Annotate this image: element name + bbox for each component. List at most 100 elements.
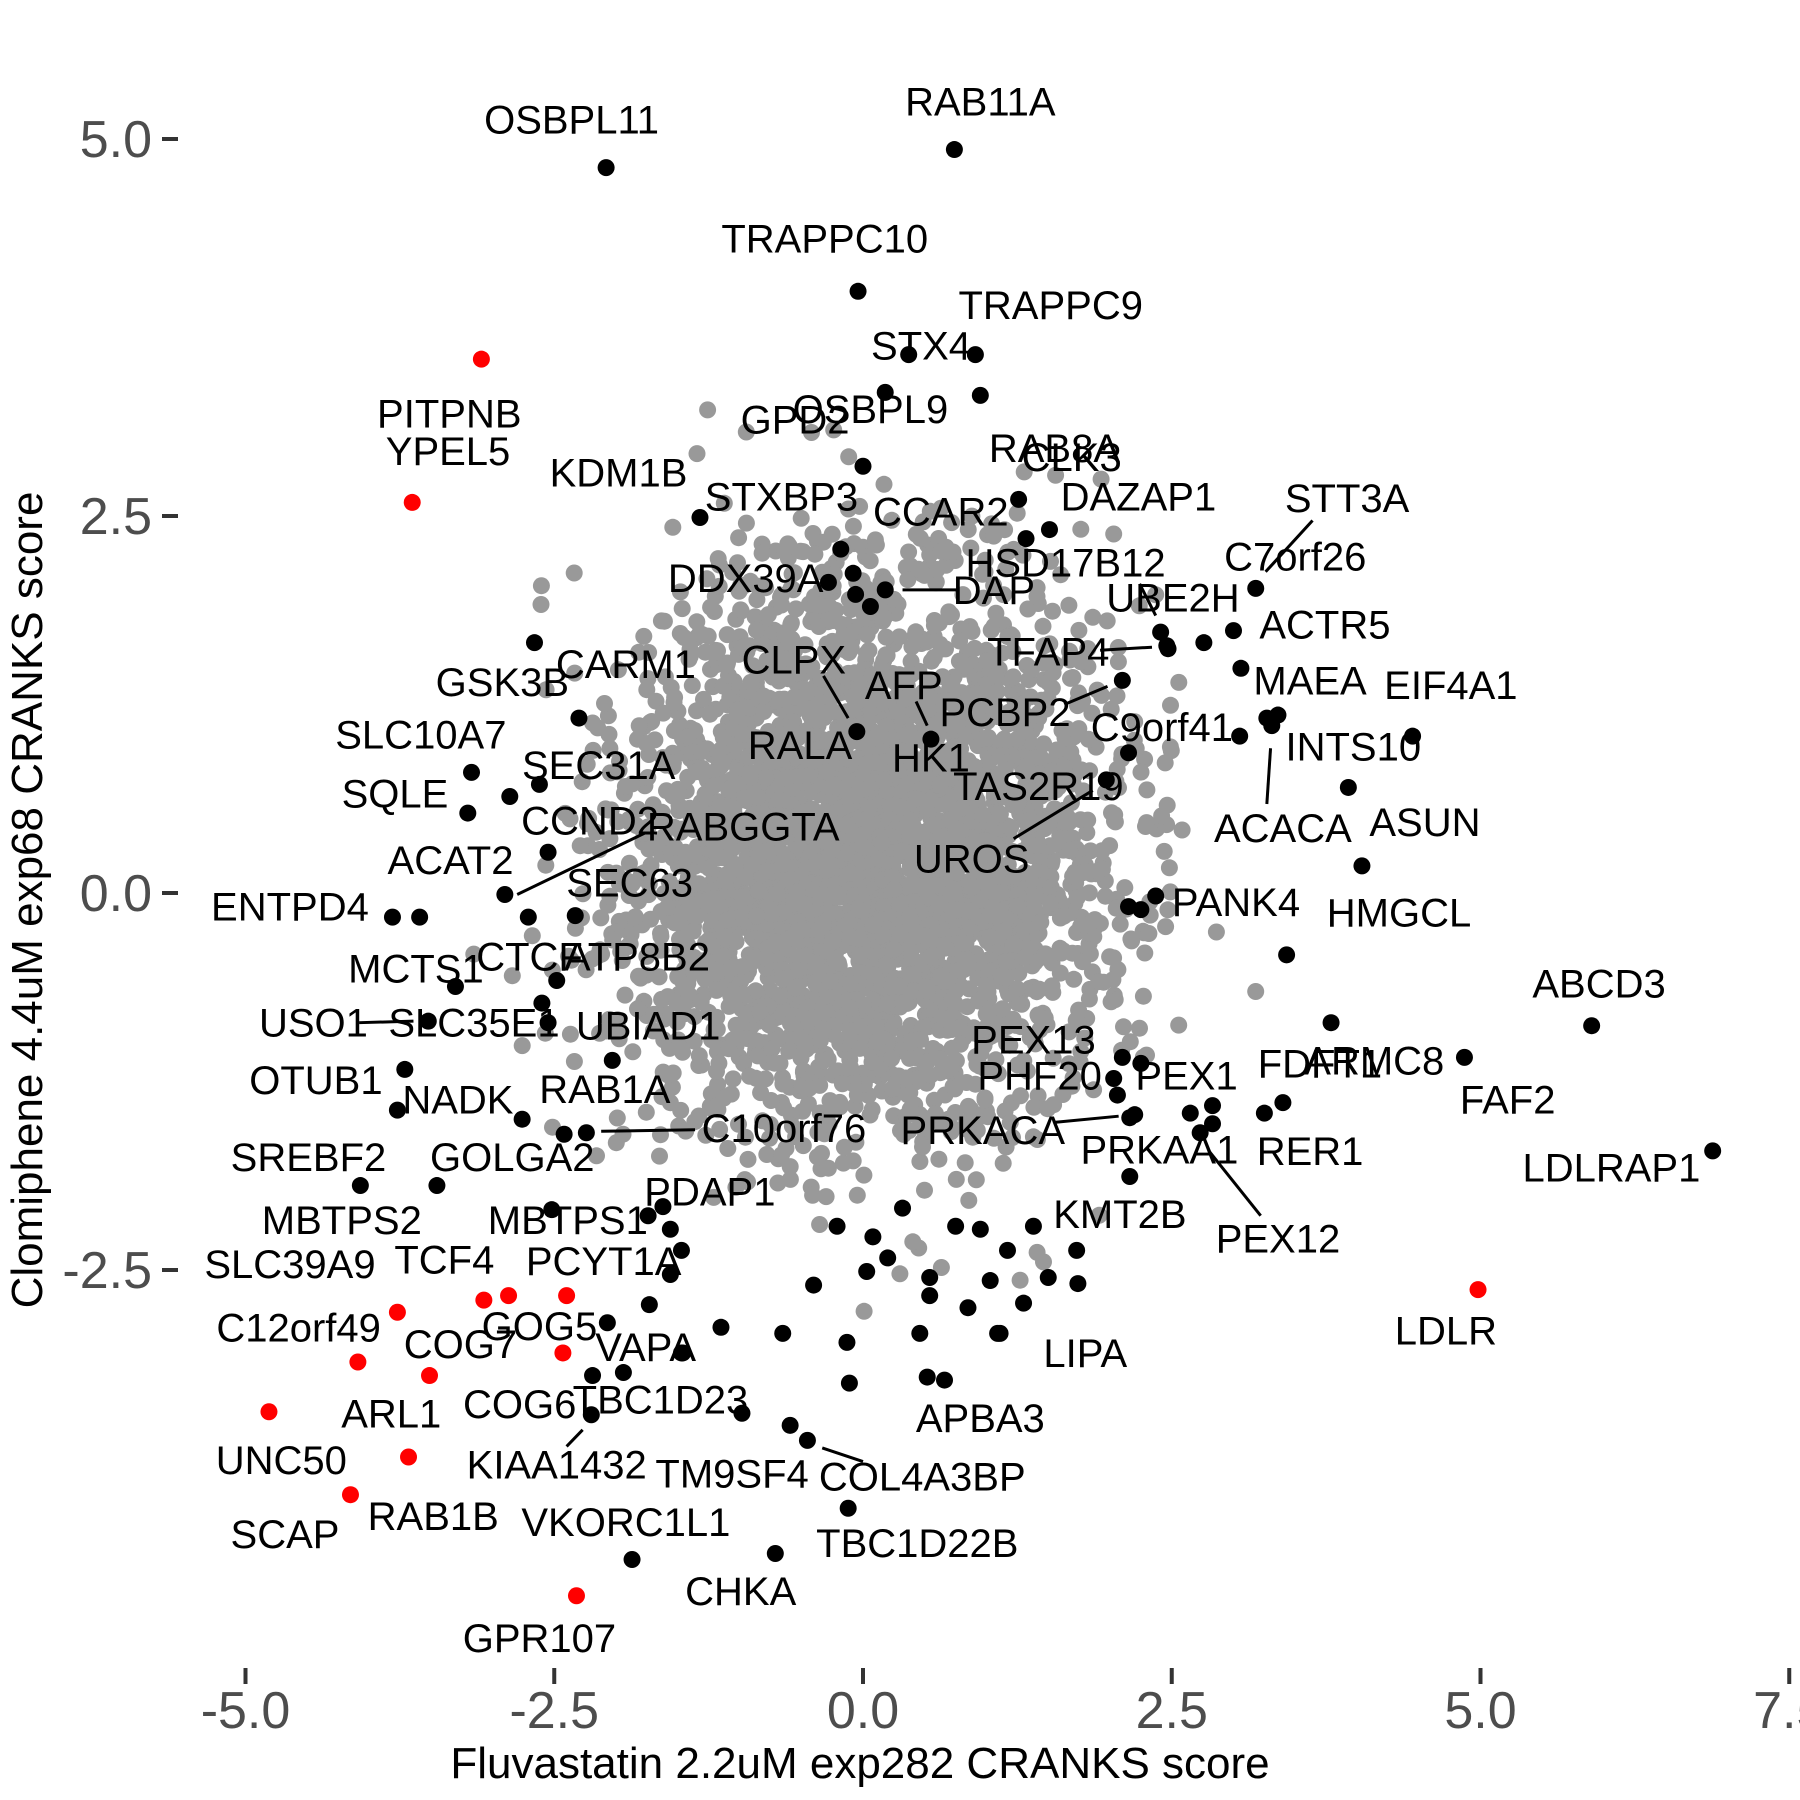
gene-point-TCF4 <box>475 1291 493 1309</box>
gray-point <box>883 856 901 874</box>
gene-label-ATP8B2: ATP8B2 <box>564 935 710 979</box>
gene-label-SREBF2: SREBF2 <box>231 1136 387 1180</box>
gene-point-PEX12 <box>1191 1124 1209 1142</box>
gray-point <box>772 586 790 604</box>
gray-point <box>982 621 1000 639</box>
black-point <box>838 1333 856 1351</box>
gray-point <box>987 604 1005 622</box>
gray-point <box>803 658 821 676</box>
gray-point <box>935 745 953 763</box>
gray-point <box>864 916 882 934</box>
gray-point <box>1134 987 1152 1005</box>
gene-point-PANK4 <box>1147 887 1165 905</box>
gray-point <box>1156 754 1174 772</box>
gray-point <box>984 684 1002 702</box>
gene-point-DAP <box>876 581 894 599</box>
gray-point <box>804 752 822 770</box>
gray-point <box>858 645 875 662</box>
gray-point <box>776 820 794 838</box>
gray-point <box>967 1171 985 1189</box>
gray-point <box>764 638 782 656</box>
gray-point <box>757 579 775 597</box>
gene-point-OSBPL9 <box>900 346 918 364</box>
gene-label-SLC35E1: SLC35E1 <box>388 1002 559 1046</box>
gray-point <box>997 560 1015 578</box>
gene-label-FAF2: FAF2 <box>1460 1079 1556 1123</box>
red-points <box>260 350 1487 1605</box>
gray-point <box>877 628 895 646</box>
gray-point <box>666 914 684 932</box>
gray-point <box>921 791 939 809</box>
gray-point <box>1068 889 1086 907</box>
gray-point <box>675 629 693 646</box>
gene-point-GPD2 <box>854 457 872 475</box>
gray-point <box>819 732 837 750</box>
gray-point <box>890 628 908 646</box>
gray-point <box>976 1091 994 1109</box>
gray-point <box>578 755 596 773</box>
gray-point <box>741 810 759 828</box>
gray-point <box>922 1066 940 1084</box>
gray-point <box>681 647 699 665</box>
gray-point <box>1061 642 1078 660</box>
red-point <box>260 1403 278 1421</box>
gene-point-GPR107 <box>567 1587 585 1605</box>
gray-point <box>1000 713 1018 731</box>
gray-point <box>875 475 893 493</box>
gray-point <box>1247 983 1265 1000</box>
black-point <box>989 1324 1007 1342</box>
gray-point <box>841 928 859 946</box>
gray-point <box>999 628 1017 646</box>
gray-point <box>895 994 913 1012</box>
gene-point-DDX39A <box>819 573 837 591</box>
gray-point <box>874 693 892 711</box>
gene-label-SEC63: SEC63 <box>566 861 693 905</box>
gray-point <box>753 544 771 562</box>
gene-label-MBTPS2: MBTPS2 <box>262 1199 422 1243</box>
gene-label-TM9SF4: TM9SF4 <box>655 1453 808 1497</box>
black-point <box>894 1199 912 1217</box>
gray-point <box>609 661 627 679</box>
leader-line-CLPX <box>822 675 850 719</box>
gray-point <box>1025 1032 1043 1050</box>
gray-point <box>1092 470 1110 488</box>
gray-point <box>1170 1016 1188 1034</box>
gray-point <box>818 763 836 781</box>
gene-label-PITPNB: PITPNB <box>377 392 521 436</box>
gray-point <box>688 908 706 926</box>
gray-point <box>990 1015 1008 1032</box>
gray-point <box>789 768 807 786</box>
gene-label-HSD17B12: HSD17B12 <box>965 542 1165 586</box>
gray-point <box>792 509 810 527</box>
gray-point <box>1004 935 1022 953</box>
gray-point <box>850 901 868 919</box>
gray-point <box>963 758 981 776</box>
gray-point <box>694 626 712 644</box>
gene-label-PRKAA1: PRKAA1 <box>1080 1128 1238 1172</box>
y-tick-label-5.0: 5.0 <box>80 111 152 169</box>
gene-point-UBIAD1 <box>603 1051 621 1069</box>
gray-point <box>669 968 687 986</box>
gray-point <box>877 956 895 974</box>
gene-label-ENTPD4: ENTPD4 <box>211 886 369 930</box>
gray-point <box>698 570 716 588</box>
gene-point-GOG5 <box>554 1344 572 1362</box>
gray-point <box>1005 540 1023 558</box>
gene-label-MBTPS1: MBTPS1 <box>488 1199 648 1243</box>
gray-point <box>943 991 961 1009</box>
gray-point <box>987 1051 1005 1069</box>
gray-point <box>1018 758 1036 776</box>
gray-point <box>739 1150 757 1168</box>
gray-point <box>992 884 1009 902</box>
gray-point <box>713 753 731 771</box>
gene-label-GOG5: GOG5 <box>482 1305 598 1349</box>
black-point <box>918 1368 936 1386</box>
gray-point <box>1044 983 1062 1001</box>
gene-label-GPR107: GPR107 <box>463 1617 616 1661</box>
gray-point <box>844 517 862 535</box>
gray-point <box>1016 948 1034 966</box>
gray-point <box>1140 925 1158 942</box>
gray-point <box>979 1108 997 1126</box>
gene-point-KIAA1432 <box>582 1406 600 1424</box>
gray-point <box>1029 837 1047 855</box>
